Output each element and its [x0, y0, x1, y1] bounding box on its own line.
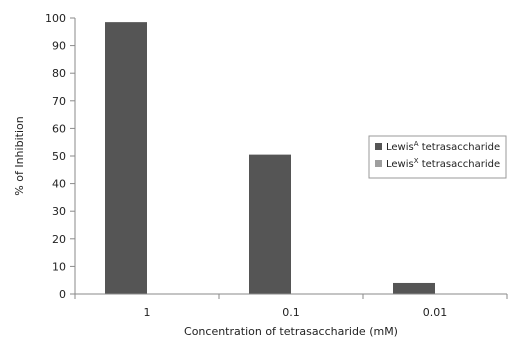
y-tick-label: 90 [52, 40, 66, 53]
legend: LewisA tetrasaccharide LewisX tetrasaccha… [368, 135, 507, 179]
x-tick-label: 0.01 [423, 306, 448, 319]
y-tick-label: 20 [52, 233, 66, 246]
y-tick-label: 50 [52, 150, 66, 163]
y-axis-title: % of Inhibition [13, 116, 26, 195]
x-tick-label: 1 [144, 306, 151, 319]
y-axis-ticks: 0 10 20 30 40 50 60 70 80 90 100 [45, 12, 75, 301]
bar-lewis-a-0.1 [249, 154, 291, 294]
y-tick-label: 100 [45, 12, 66, 25]
legend-swatch [375, 160, 382, 167]
legend-label: LewisX tetrasaccharide [386, 157, 500, 170]
legend-label: LewisA tetrasaccharide [386, 140, 500, 153]
x-axis-title: Concentration of tetrasaccharide (mM) [184, 325, 398, 338]
legend-swatch [375, 143, 382, 150]
bar-lewis-a-0.01 [393, 282, 435, 294]
x-axis-ticks: 1 0.1 0.01 [74, 294, 508, 319]
bar-lewis-a-1 [105, 22, 147, 294]
y-tick-label: 70 [52, 95, 66, 108]
y-tick-label: 40 [52, 178, 66, 191]
y-tick-label: 80 [52, 67, 66, 80]
x-tick-label: 0.1 [282, 306, 300, 319]
y-tick-label: 30 [52, 205, 66, 218]
y-tick-label: 60 [52, 122, 66, 135]
legend-box [368, 135, 507, 179]
bars [105, 22, 435, 294]
y-tick-label: 0 [59, 288, 66, 301]
y-tick-label: 10 [52, 260, 66, 273]
